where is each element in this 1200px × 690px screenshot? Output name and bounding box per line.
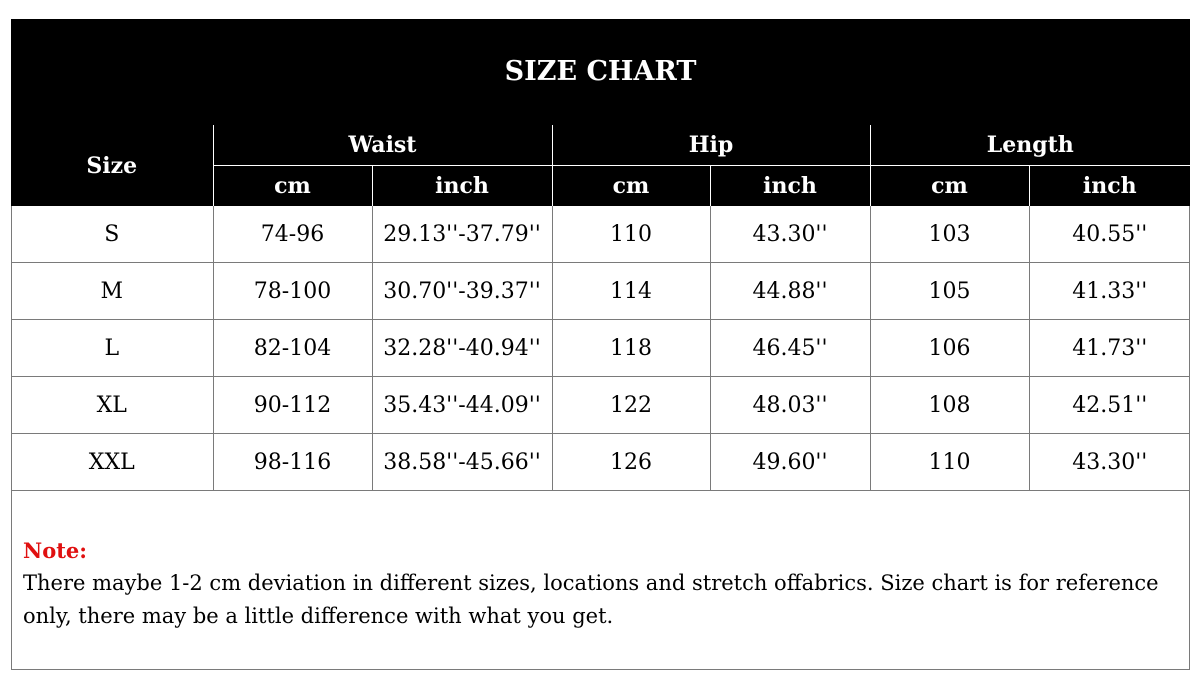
length-inch-cell: 41.33'' <box>1028 262 1191 320</box>
waist-cm-cell: 90-112 <box>212 376 372 434</box>
length-cm-cell: 105 <box>869 262 1029 320</box>
length-header: Length <box>869 124 1191 166</box>
table-row: M 78-100 30.70''-39.37'' 114 44.88'' 105… <box>11 262 1191 320</box>
note-section: Note: There maybe 1-2 cm deviation in di… <box>23 534 1173 633</box>
hip-cm-header: cm <box>551 165 710 206</box>
size-cell: M <box>11 262 213 320</box>
length-inch-cell: 43.30'' <box>1028 433 1191 491</box>
size-cell: XXL <box>11 433 213 491</box>
size-cell: S <box>11 206 213 263</box>
waist-inch-cell: 38.58''-45.66'' <box>371 433 552 491</box>
length-cm-header: cm <box>869 165 1029 206</box>
waist-inch-cell: 30.70''-39.37'' <box>371 262 552 320</box>
table-row: S 74-96 29.13''-37.79'' 110 43.30'' 103 … <box>11 206 1191 263</box>
waist-cm-cell: 78-100 <box>212 262 372 320</box>
waist-inch-header: inch <box>371 165 552 206</box>
hip-cm-cell: 126 <box>551 433 710 491</box>
waist-inch-cell: 35.43''-44.09'' <box>371 376 552 434</box>
length-cm-cell: 108 <box>869 376 1029 434</box>
chart-title: SIZE CHART <box>11 19 1191 125</box>
length-cm-cell: 110 <box>869 433 1029 491</box>
size-cell: L <box>11 319 213 377</box>
size-header: Size <box>11 124 213 206</box>
hip-inch-cell: 46.45'' <box>709 319 870 377</box>
waist-cm-cell: 74-96 <box>212 206 372 263</box>
length-inch-cell: 42.51'' <box>1028 376 1191 434</box>
table-row: L 82-104 32.28''-40.94'' 118 46.45'' 106… <box>11 319 1191 377</box>
table-row: XXL 98-116 38.58''-45.66'' 126 49.60'' 1… <box>11 433 1191 491</box>
waist-cm-cell: 82-104 <box>212 319 372 377</box>
hip-cm-cell: 118 <box>551 319 710 377</box>
hip-inch-cell: 48.03'' <box>709 376 870 434</box>
waist-inch-cell: 32.28''-40.94'' <box>371 319 552 377</box>
length-inch-cell: 40.55'' <box>1028 206 1191 263</box>
hip-inch-header: inch <box>709 165 870 206</box>
table-row: XL 90-112 35.43''-44.09'' 122 48.03'' 10… <box>11 376 1191 434</box>
note-text: There maybe 1-2 cm deviation in differen… <box>23 571 1159 628</box>
size-chart-table: SIZE CHART Size Waist Hip Length cm inch… <box>11 19 1191 491</box>
length-inch-cell: 41.73'' <box>1028 319 1191 377</box>
hip-inch-cell: 44.88'' <box>709 262 870 320</box>
hip-inch-cell: 43.30'' <box>709 206 870 263</box>
hip-inch-cell: 49.60'' <box>709 433 870 491</box>
length-inch-header: inch <box>1028 165 1191 206</box>
size-cell: XL <box>11 376 213 434</box>
hip-cm-cell: 114 <box>551 262 710 320</box>
hip-cm-cell: 122 <box>551 376 710 434</box>
waist-header: Waist <box>212 124 552 166</box>
waist-cm-cell: 98-116 <box>212 433 372 491</box>
hip-header: Hip <box>551 124 870 166</box>
length-cm-cell: 106 <box>869 319 1029 377</box>
waist-inch-cell: 29.13''-37.79'' <box>371 206 552 263</box>
length-cm-cell: 103 <box>869 206 1029 263</box>
hip-cm-cell: 110 <box>551 206 710 263</box>
waist-cm-header: cm <box>212 165 372 206</box>
note-label: Note: <box>23 538 88 563</box>
